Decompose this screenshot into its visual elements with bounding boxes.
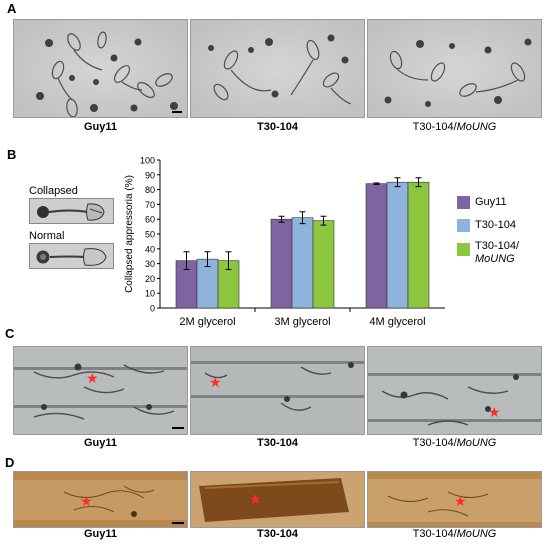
panel-c-image-guy11: ★ [13,346,188,435]
bar [312,220,335,309]
caption-strain: T30-104/ [412,528,457,540]
panel-c-label: C [5,326,15,341]
legend-swatch-t30-104 [457,219,470,232]
y-tick-label: 80 [145,185,155,195]
y-tick-label: 50 [145,230,155,240]
panel-c-scale-bar [172,427,184,429]
panel-d-caption-t30-104: T30-104 [257,528,298,540]
panel-c-caption-guy11: Guy11 [83,437,118,449]
panel-d-caption-guy11: Guy11 [83,528,118,540]
y-axis-label: Collapsed appressoria (%) [124,175,135,293]
panel-d-image-guy11: ★ [13,471,188,528]
y-tick-label: 40 [145,244,155,254]
bar [365,183,388,309]
red-star-marker: ★ [488,405,501,421]
panel-a-label: A [7,1,17,16]
caption-gene: MoUNG [456,121,497,133]
panel-d-scale-bar [172,522,184,524]
x-tick-label: 3M glycerol [274,316,330,328]
y-tick-label: 100 [140,156,155,166]
y-tick-label: 10 [145,289,155,299]
bar [291,217,314,309]
red-star-marker: ★ [86,371,99,387]
normal-label: Normal [29,230,65,242]
conidia-micrograph [14,20,187,117]
y-tick-label: 0 [150,304,155,314]
conidia-micrograph [368,20,541,117]
panel-c-image-t30-104: ★ [190,346,365,435]
caption-gene: MoUNG [456,528,497,540]
caption-gene: MoUNG [456,437,497,449]
panel-c-caption-t30-104-moung: T30-104/MoUNG [367,437,542,449]
bar [270,218,293,309]
collapsed-label: Collapsed [29,185,78,197]
red-star-marker: ★ [209,375,222,391]
caption-strain: T30-104/ [412,437,457,449]
conidia-micrograph [191,20,364,117]
panel-b-label: B [7,147,17,162]
red-star-marker: ★ [80,494,93,510]
legend-strain: T30-104/ [475,240,520,252]
panel-d-caption-t30-104-moung: T30-104/MoUNG [367,528,542,540]
panel-a-scale-bar [172,111,182,113]
x-tick-label: 4M glycerol [369,316,425,328]
panel-a-caption-t30-104-moung: T30-104/MoUNG [367,121,542,133]
y-tick-label: 20 [145,274,155,284]
x-tick-label: 2M glycerol [179,316,235,328]
y-tick-label: 70 [145,200,155,210]
bar [407,181,430,309]
legend-swatch-t30-104-moung [457,243,470,256]
collapsed-appressorium-image [29,198,114,224]
panel-a-image-t30-104-moung [367,19,542,118]
panel-d-label: D [5,455,15,470]
legend-gene: MoUNG [475,253,515,265]
panel-a-caption-guy11: Guy11 [83,121,118,133]
collapsed-appressoria-bar-chart: 0 10 20 30 40 50 60 70 80 90 100 Collapsed appresso… [124,156,445,328]
y-tick-label: 60 [145,215,155,225]
panel-c-caption-t30-104: T30-104 [257,437,298,449]
legend-label-t30-104: T30-104 [475,219,516,231]
panel-a-image-guy11 [13,19,188,118]
panel-c-image-t30-104-moung: ★ [367,346,542,435]
legend-swatch-guy11 [457,196,470,209]
panel-d-image-t30-104: ★ [190,471,365,528]
panel-a-caption-t30-104: T30-104 [257,121,298,133]
panel-a-image-t30-104 [190,19,365,118]
legend-label-guy11: Guy11 [475,196,507,208]
normal-appressorium-image [29,243,114,269]
legend-label-t30-104-moung: T30-104/ MoUNG [475,240,519,266]
y-tick-label: 30 [145,259,155,269]
bar [386,181,409,309]
red-star-marker: ★ [454,494,467,510]
panel-d-image-t30-104-moung: ★ [367,471,542,528]
red-star-marker: ★ [249,492,262,508]
y-tick-label: 90 [145,170,155,180]
caption-strain: T30-104/ [412,121,457,133]
